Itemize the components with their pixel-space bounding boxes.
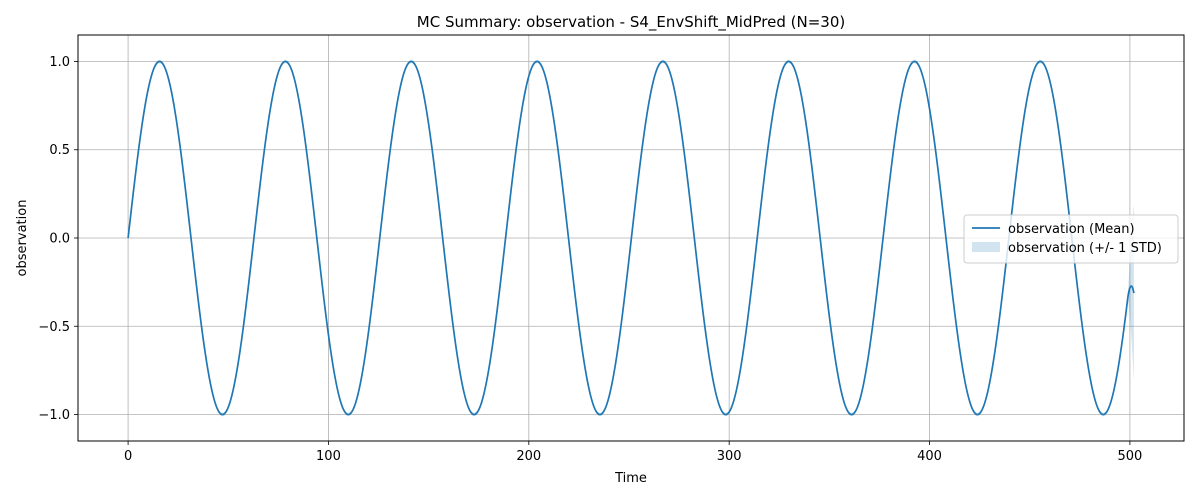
legend-label-mean: observation (Mean) bbox=[1008, 222, 1135, 237]
legend-swatch-std bbox=[972, 242, 1000, 252]
x-tick-label: 100 bbox=[316, 449, 341, 464]
legend-label-std: observation (+/- 1 STD) bbox=[1008, 241, 1162, 256]
y-tick-label: −1.0 bbox=[38, 408, 70, 423]
mean-line bbox=[127, 60, 1135, 416]
y-tick-label: 0.5 bbox=[49, 143, 70, 158]
x-axis-title: Time bbox=[614, 471, 647, 486]
x-axis: 0 100 200 300 400 500 bbox=[124, 441, 1142, 464]
x-tick-label: 400 bbox=[917, 449, 942, 464]
x-tick-label: 0 bbox=[124, 449, 132, 464]
chart-title: MC Summary: observation - S4_EnvShift_Mi… bbox=[417, 13, 845, 32]
mean-line-layer bbox=[127, 60, 1135, 416]
legend-box bbox=[963, 214, 1179, 264]
x-tick-label: 200 bbox=[516, 449, 541, 464]
legend: observation (Mean) observation (+/- 1 ST… bbox=[963, 214, 1179, 264]
y-tick-label: 1.0 bbox=[49, 55, 70, 70]
y-axis: −1.0 −0.5 0.0 0.5 1.0 bbox=[38, 55, 78, 423]
y-axis-title: observation bbox=[15, 200, 30, 277]
y-tick-label: 0.0 bbox=[49, 232, 70, 247]
x-tick-label: 500 bbox=[1117, 449, 1142, 464]
y-tick-label: −0.5 bbox=[38, 320, 70, 335]
x-tick-label: 300 bbox=[717, 449, 742, 464]
